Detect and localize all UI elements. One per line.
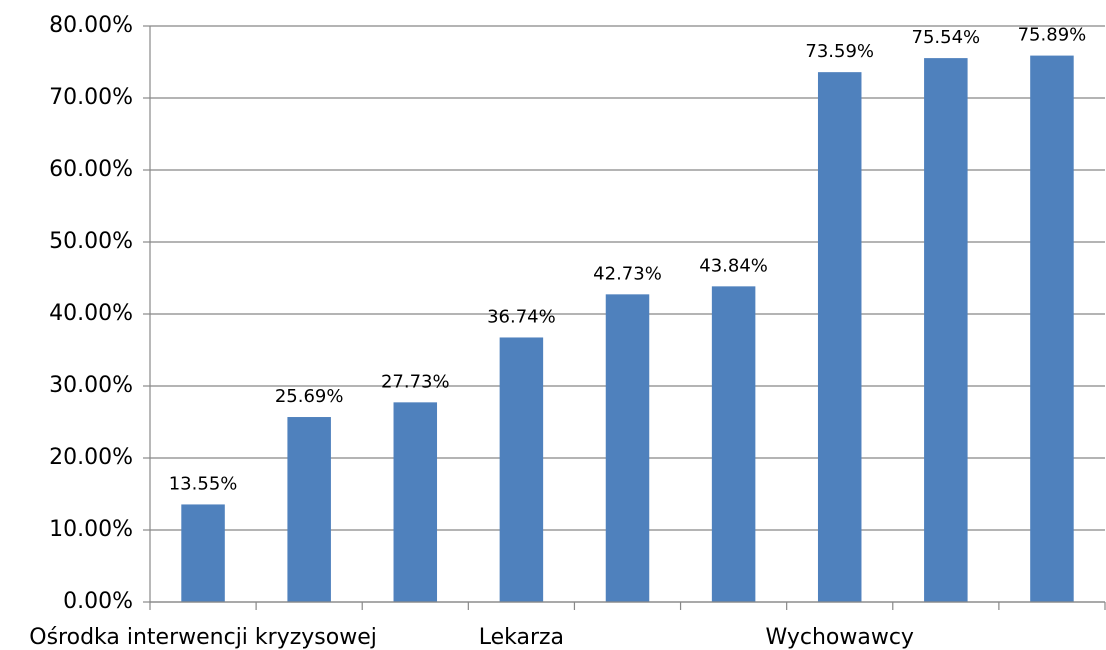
y-tick-label: 80.00% xyxy=(49,13,133,38)
y-tick-label: 50.00% xyxy=(49,229,133,254)
bar xyxy=(499,337,544,602)
x-tick-label: Ośrodka interwencji kryzysowej xyxy=(29,625,377,650)
bar xyxy=(711,286,756,602)
x-tick-label: Wychowawcy xyxy=(765,625,913,650)
y-tick-label: 40.00% xyxy=(49,301,133,326)
y-tick-label: 0.00% xyxy=(63,589,133,614)
y-tick-label: 10.00% xyxy=(49,517,133,542)
y-tick-label: 70.00% xyxy=(49,85,133,110)
data-label: 13.55% xyxy=(169,473,238,494)
y-tick-label: 20.00% xyxy=(49,445,133,470)
bar xyxy=(605,294,650,602)
bar xyxy=(287,417,331,602)
data-label: 27.73% xyxy=(381,371,450,392)
data-label: 75.89% xyxy=(1018,25,1087,46)
bar xyxy=(924,58,968,602)
bar xyxy=(1030,55,1074,603)
data-label: 75.54% xyxy=(912,27,981,48)
data-label: 36.74% xyxy=(487,306,556,327)
bar xyxy=(393,402,438,602)
bar xyxy=(181,504,225,602)
data-label: 25.69% xyxy=(275,386,344,407)
data-label: 43.84% xyxy=(699,255,768,276)
data-label: 42.73% xyxy=(593,263,662,284)
bar xyxy=(817,72,862,603)
y-tick-label: 30.00% xyxy=(49,373,133,398)
data-label: 73.59% xyxy=(805,41,874,62)
y-tick-label: 60.00% xyxy=(49,157,133,182)
x-tick-label: Lekarza xyxy=(479,625,564,650)
